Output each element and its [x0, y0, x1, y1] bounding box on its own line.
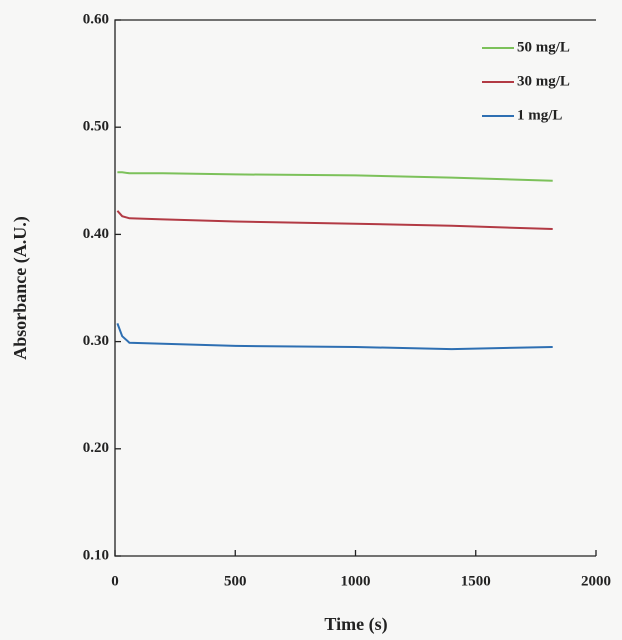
y-tick-label: 0.20 [83, 440, 109, 456]
legend-label: 30 mg/L [517, 73, 570, 89]
x-tick-label: 1000 [341, 573, 371, 589]
data-line [116, 323, 553, 351]
x-tick-label: 0 [111, 573, 119, 589]
x-tick-label: 2000 [581, 573, 611, 589]
legend-label: 1 mg/L [517, 107, 562, 123]
x-tick-label: 1500 [461, 573, 491, 589]
y-tick-label: 0.60 [83, 11, 109, 27]
y-tick-label: 0.10 [83, 547, 109, 563]
y-tick-label: 0.30 [83, 333, 109, 349]
x-axis-title: Time (s) [324, 614, 387, 635]
y-axis-title: Absorbance (A.U.) [10, 216, 31, 360]
y-tick-label: 0.40 [83, 226, 109, 242]
legend-label: 50 mg/L [517, 39, 570, 55]
x-tick-label: 500 [224, 573, 247, 589]
data-line [117, 171, 553, 182]
data-line [116, 210, 553, 230]
y-tick-label: 0.50 [83, 119, 109, 135]
